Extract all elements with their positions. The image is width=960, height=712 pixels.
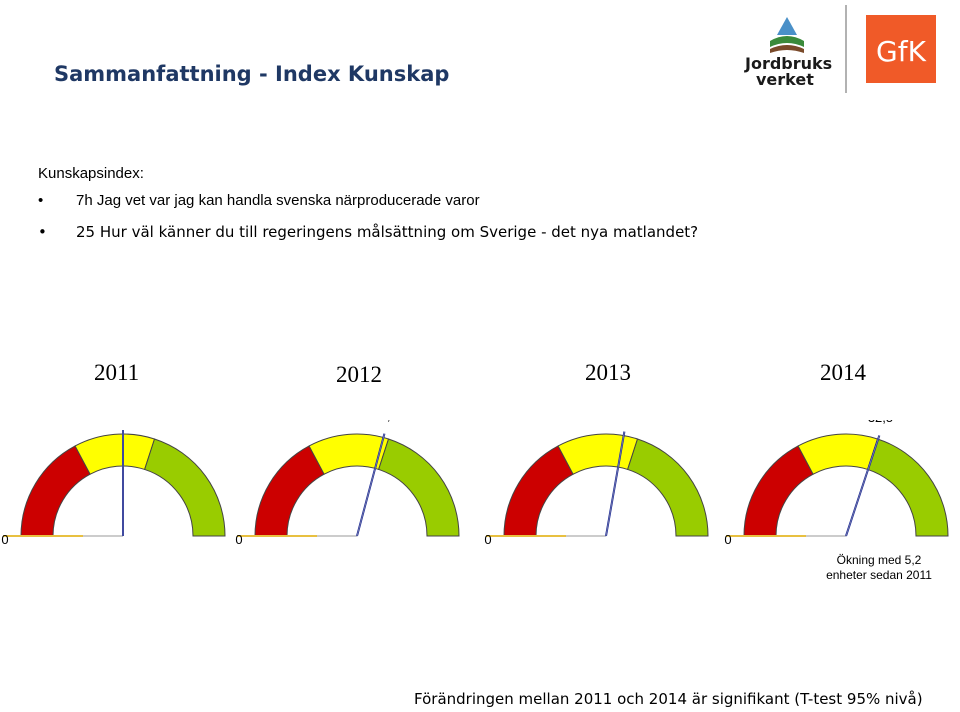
gauge-chart: 27031,5030032,50 [1,420,949,547]
bullet-text: 7h Jag vet var jag kan handla svenska nä… [76,192,480,209]
gauge-min-label: 0 [235,532,242,547]
gauge-zone [144,438,226,537]
significance-footer: Förändringen mellan 2011 och 2014 är sig… [414,690,923,708]
gauge-value-label: 32,5 [868,420,893,425]
gauge-value-label: 31,5 [372,420,397,423]
gauge-zone [503,445,574,537]
gauge-zone [20,445,91,537]
bullet-marker: • [38,192,44,209]
gauge-zone [867,438,949,537]
gauge-zone [74,433,156,475]
gauge-zone [378,438,460,537]
year-label-2014: 2014 [820,360,866,385]
gauge-zone [308,433,390,475]
gauge-value-label: 30 [617,420,631,421]
gauge-min-label: 0 [724,532,731,547]
gfk-logo-text: GfK [876,35,927,68]
bullet-text: 25 Hur väl känner du till regeringens må… [76,223,699,241]
change-annotation: Ökning med 5,2 enheter sedan 2011 [826,553,932,582]
page-title: Sammanfattning - Index Kunskap [54,62,450,86]
bullet-marker: • [38,223,47,241]
logos: Jordbruks verket GfK [744,5,936,93]
gauge-needle-highlight [605,431,625,537]
gauge-zone [743,445,814,537]
gauge-zone [254,445,325,537]
gfk-logo: GfK [866,15,936,83]
logo-text-line-2: verket [756,70,814,89]
year-label-2012: 2012 [336,362,382,387]
gauge-zone [797,433,879,475]
gauge-zone [627,438,709,537]
index-heading: Kunskapsindex: [38,165,144,182]
gauge-min-label: 0 [1,532,8,547]
gauge-min-label: 0 [484,532,491,547]
logo-text-line-1: Jordbruks [744,54,832,73]
gauge-zone [557,433,639,475]
gauge-needle-highlight [356,433,385,537]
year-label-2013: 2013 [585,360,631,385]
gauge-needle-highlight [845,435,880,537]
jordbruksverket-logo: Jordbruks verket [744,17,832,89]
year-label-2011: 2011 [94,360,140,385]
